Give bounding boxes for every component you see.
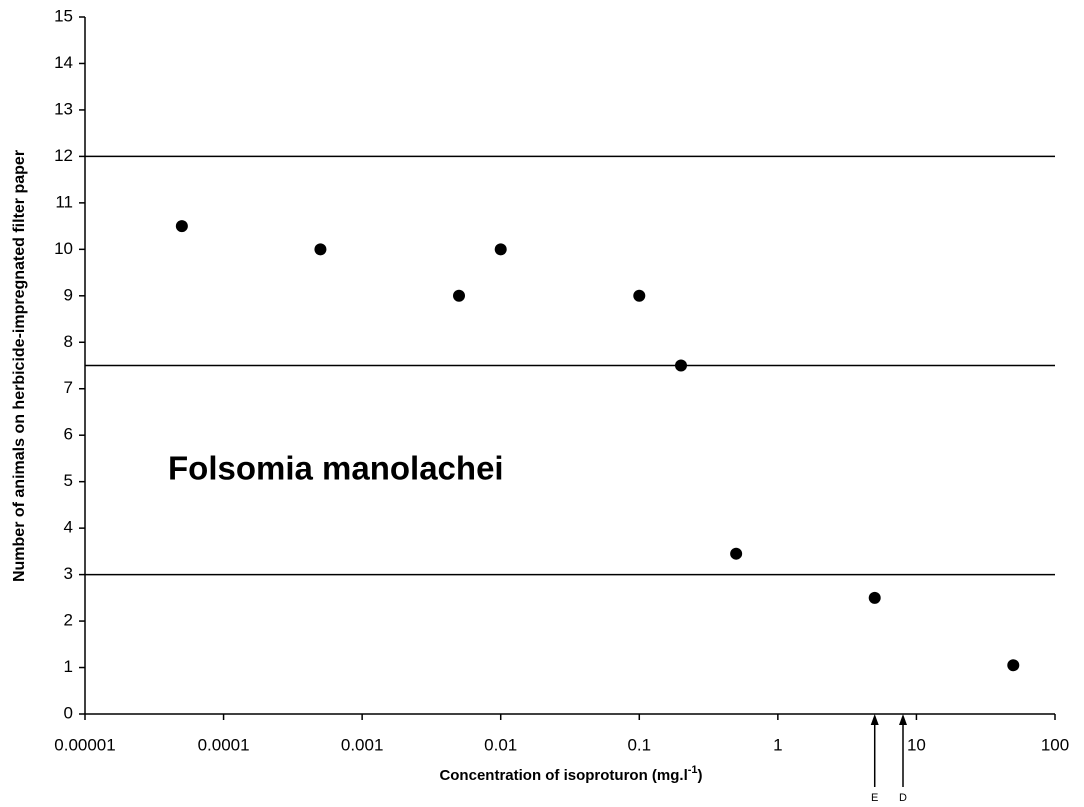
y-tick-label: 8 — [64, 332, 73, 351]
x-axis-label: Concentration of isoproturon (mg.l-1) — [439, 764, 702, 784]
x-tick-label: 0.00001 — [54, 735, 115, 754]
marker-arrow-head — [898, 714, 907, 725]
data-point — [453, 289, 466, 302]
y-tick-label: 4 — [64, 518, 73, 537]
x-tick-label: 10 — [907, 735, 926, 754]
data-point — [868, 591, 881, 604]
data-point — [730, 547, 743, 560]
y-tick-label: 12 — [54, 146, 73, 165]
x-tick-label: 1 — [773, 735, 782, 754]
y-axis-label: Number of animals on herbicide-impregnat… — [11, 150, 28, 582]
data-point — [175, 220, 188, 233]
x-axis-label-tail: ) — [698, 767, 703, 784]
data-point — [1007, 659, 1020, 672]
data-point — [633, 289, 646, 302]
y-tick-label: 6 — [64, 425, 73, 444]
marker-label: D — [899, 792, 907, 804]
y-tick-label: 7 — [64, 378, 73, 397]
marker-label: E — [871, 792, 878, 804]
y-tick-label: 11 — [55, 192, 73, 211]
y-tick-label: 5 — [64, 471, 73, 490]
y-tick-label: 2 — [64, 611, 73, 630]
y-tick-label: 14 — [54, 53, 73, 72]
y-tick-label: 15 — [54, 6, 73, 25]
y-tick-label: 0 — [64, 703, 73, 722]
y-tick-label: 10 — [54, 239, 73, 258]
x-tick-label: 0.001 — [341, 735, 384, 754]
y-tick-label: 1 — [64, 657, 73, 676]
y-tick-label: 9 — [64, 285, 73, 304]
data-point — [674, 359, 687, 372]
marker-arrow-head — [870, 714, 879, 725]
annotation: Folsomia manolachei — [168, 450, 504, 487]
x-tick-label: 0.01 — [484, 735, 517, 754]
y-tick-label: 3 — [64, 564, 73, 583]
data-point — [314, 243, 327, 256]
y-tick-label: 13 — [54, 99, 73, 118]
x-axis-label-text: Concentration of isoproturon (mg.l — [439, 767, 687, 784]
x-axis-label-sup: -1 — [688, 764, 698, 776]
x-tick-label: 100 — [1041, 735, 1069, 754]
x-tick-label: 0.1 — [627, 735, 651, 754]
x-tick-label: 0.0001 — [198, 735, 250, 754]
data-point — [494, 243, 507, 256]
